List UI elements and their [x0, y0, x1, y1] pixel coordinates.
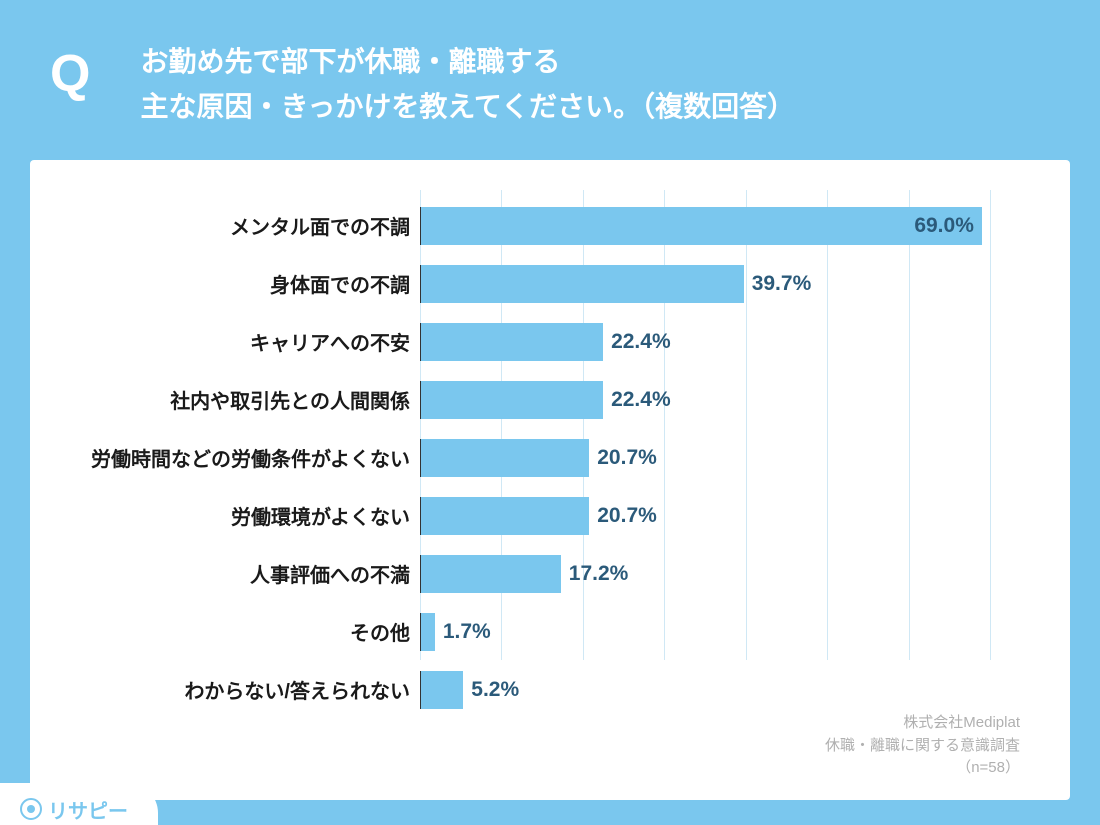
bar-fill	[421, 207, 982, 245]
bar-fill	[421, 323, 603, 361]
bar-track: 20.7%	[420, 439, 990, 477]
bar-row: 労働時間などの労働条件がよくない 20.7%	[80, 432, 990, 484]
bar-fill	[421, 671, 463, 709]
gridline	[990, 190, 991, 660]
bar-track: 39.7%	[420, 265, 990, 303]
bar-track: 22.4%	[420, 323, 990, 361]
bar-row: キャリアへの不安 22.4%	[80, 316, 990, 368]
chart-container: メンタル面での不調69.0%身体面での不調39.7%キャリアへの不安22.4%社…	[30, 160, 1070, 800]
header: Q お勤め先で部下が休職・離職する 主な原因・きっかけを教えてください。（複数回…	[0, 0, 1100, 160]
bar-row: わからない/答えられない 5.2%	[80, 664, 990, 716]
source-company: 株式会社Mediplat	[825, 712, 1020, 735]
source-sample: （n=58）	[825, 757, 1020, 780]
bar-label: 身体面での不調	[80, 269, 420, 298]
logo-tab: リサピー	[0, 783, 158, 825]
bar-track: 5.2%	[420, 671, 990, 709]
bar-fill	[421, 497, 589, 535]
bar-value: 5.2%	[463, 678, 519, 702]
bar-row: 社内や取引先との人間関係 22.4%	[80, 374, 990, 426]
bar-track: 17.2%	[420, 555, 990, 593]
chart-area: メンタル面での不調69.0%身体面での不調39.7%キャリアへの不安22.4%社…	[80, 190, 1020, 720]
bar-label: 労働時間などの労働条件がよくない	[80, 443, 420, 472]
bar-label: 人事評価への不満	[80, 559, 420, 588]
question-line2: 主な原因・きっかけを教えてください。（複数回答）	[140, 85, 795, 130]
bar-track: 1.7%	[420, 613, 990, 651]
bar-value: 69.0%	[914, 214, 982, 238]
source-attribution: 株式会社Mediplat 休職・離職に関する意識調査 （n=58）	[825, 712, 1020, 780]
bar-fill	[421, 439, 589, 477]
bar-row: 労働環境がよくない 20.7%	[80, 490, 990, 542]
question-line1: お勤め先で部下が休職・離職する	[140, 40, 795, 85]
bar-label: メンタル面での不調	[80, 211, 420, 240]
question-badge: Q	[50, 48, 90, 100]
bar-value: 1.7%	[435, 620, 491, 644]
logo-text: リサピー	[48, 795, 128, 824]
bar-value: 22.4%	[603, 388, 671, 412]
bar-label: 労働環境がよくない	[80, 501, 420, 530]
bar-value: 17.2%	[561, 562, 629, 586]
bar-value: 20.7%	[589, 504, 657, 528]
bar-track: 22.4%	[420, 381, 990, 419]
bar-fill	[421, 381, 603, 419]
bar-value: 39.7%	[744, 272, 812, 296]
bar-row: メンタル面での不調 69.0%	[80, 200, 990, 252]
bar-fill	[421, 265, 744, 303]
bar-label: キャリアへの不安	[80, 327, 420, 356]
bar-value: 22.4%	[603, 330, 671, 354]
bar-label: わからない/答えられない	[80, 675, 420, 704]
bar-label: その他	[80, 617, 420, 646]
source-survey: 休職・離職に関する意識調査	[825, 735, 1020, 758]
chart-bars: メンタル面での不調69.0%身体面での不調39.7%キャリアへの不安22.4%社…	[80, 200, 990, 722]
bar-track: 20.7%	[420, 497, 990, 535]
logo-icon	[20, 798, 42, 820]
bar-value: 20.7%	[589, 446, 657, 470]
bar-label: 社内や取引先との人間関係	[80, 385, 420, 414]
bar-row: 身体面での不調 39.7%	[80, 258, 990, 310]
bar-row: 人事評価への不満 17.2%	[80, 548, 990, 600]
bar-fill	[421, 613, 435, 651]
bar-row: その他 1.7%	[80, 606, 990, 658]
question-text: お勤め先で部下が休職・離職する 主な原因・きっかけを教えてください。（複数回答）	[140, 40, 795, 130]
bar-track: 69.0%	[420, 207, 990, 245]
bar-fill	[421, 555, 561, 593]
